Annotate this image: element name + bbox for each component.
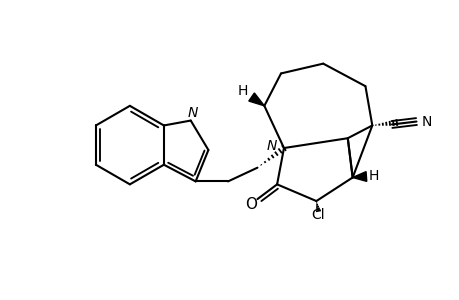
Polygon shape bbox=[352, 172, 366, 182]
Text: N: N bbox=[266, 139, 277, 153]
Text: H: H bbox=[368, 169, 379, 182]
Text: Cl: Cl bbox=[311, 208, 325, 222]
Text: H: H bbox=[237, 84, 247, 98]
Text: N: N bbox=[187, 106, 197, 120]
Text: O: O bbox=[245, 197, 257, 212]
Polygon shape bbox=[248, 93, 264, 106]
Text: N: N bbox=[421, 115, 431, 128]
